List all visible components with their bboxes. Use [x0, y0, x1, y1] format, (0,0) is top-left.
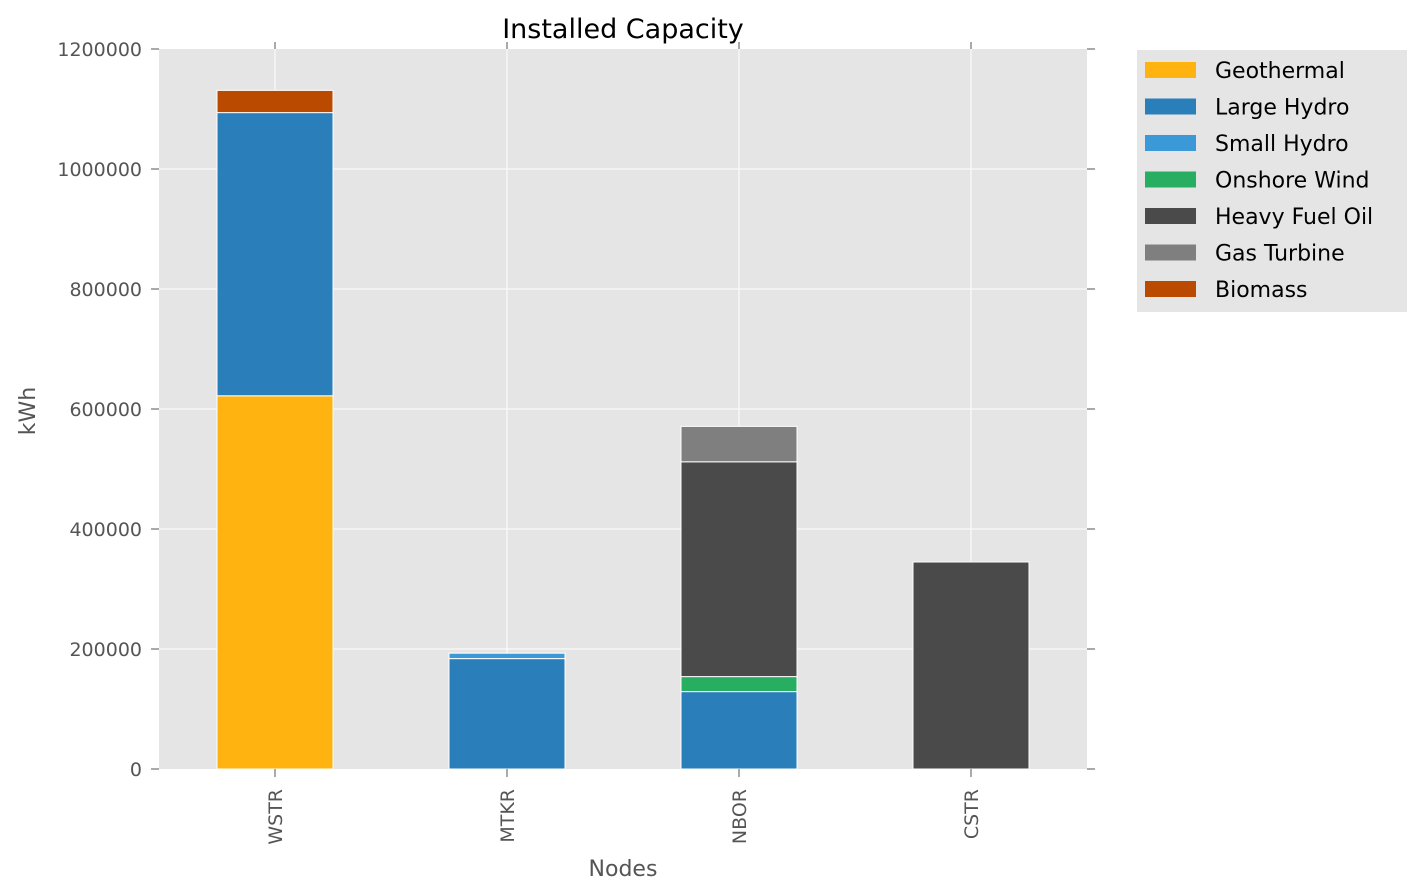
legend-entry: Onshore Wind — [1215, 169, 1370, 194]
x-tick-label: NBOR — [729, 789, 751, 844]
bar-wstr-biomass — [216, 89, 334, 114]
legend-entry: Small Hydro — [1215, 132, 1349, 157]
y-tick-label: 800000 — [69, 279, 142, 301]
legend-swatch — [1145, 135, 1196, 151]
y-tick-label: 1000000 — [57, 159, 142, 181]
y-tick-label: 1200000 — [57, 39, 142, 61]
legend-entry: Gas Turbine — [1215, 242, 1345, 267]
legend-swatch — [1145, 171, 1196, 188]
legend-entry: Geothermal — [1215, 59, 1345, 84]
y-tick-label: 0 — [130, 759, 142, 781]
y-tick-label: 200000 — [69, 639, 142, 661]
legend-swatch — [1145, 208, 1196, 224]
x-tick-label: CSTR — [961, 789, 983, 839]
bar-nbor-heavy-fuel-oil — [680, 461, 798, 678]
x-axis-label: Nodes — [589, 857, 658, 882]
legend-swatch — [1145, 244, 1196, 261]
y-tick-label: 600000 — [69, 399, 142, 421]
bar-wstr-large-hydro — [216, 112, 334, 397]
legend-entry: Heavy Fuel Oil — [1215, 205, 1373, 230]
axes: 0 200000 400000 600000 800000 1000000 1200000 W… — [57, 39, 1095, 845]
bar-wstr-geothermal — [216, 395, 334, 770]
bar-mtkr-small-hydro — [448, 652, 566, 660]
x-tick-label: MTKR — [497, 789, 519, 843]
chart-title: Installed Capacity — [502, 14, 744, 45]
legend-entry: Biomass — [1215, 278, 1308, 303]
bar-mtkr-large-hydro — [448, 658, 566, 770]
y-axis-label: kWh — [16, 387, 41, 435]
bar-cstr-heavy-fuel-oil — [912, 561, 1030, 770]
x-tick-label: WSTR — [265, 789, 287, 845]
legend-swatch — [1145, 98, 1196, 115]
bar-nbor-gas-turbine — [680, 425, 798, 463]
y-tick-label: 400000 — [69, 519, 142, 541]
bars — [216, 89, 1030, 770]
legend-swatch — [1145, 281, 1196, 297]
bar-nbor-onshore-wind — [680, 676, 798, 693]
legend-entry: Large Hydro — [1215, 96, 1349, 121]
bar-nbor-large-hydro — [680, 691, 798, 770]
legend-swatch — [1145, 62, 1196, 78]
legend: Geothermal Large Hydro Small Hydro Onshore … — [1137, 50, 1407, 312]
